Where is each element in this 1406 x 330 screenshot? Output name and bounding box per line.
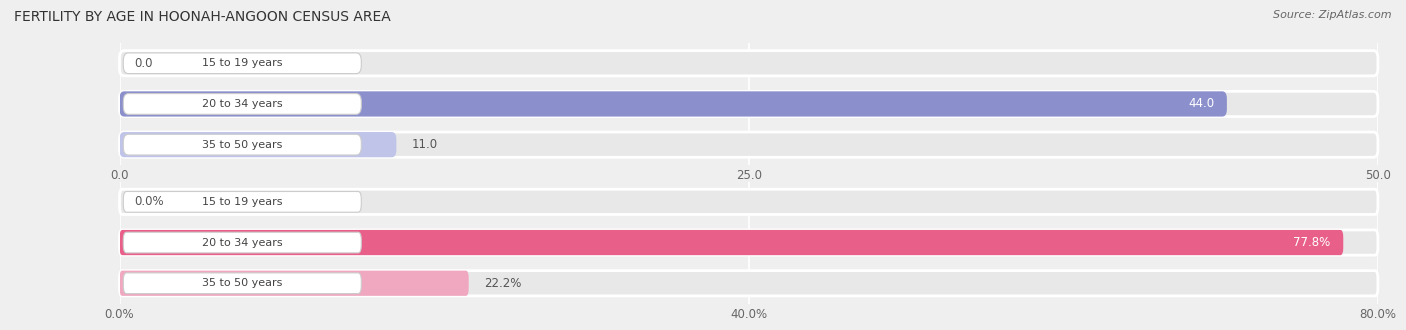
FancyBboxPatch shape (124, 273, 361, 294)
FancyBboxPatch shape (120, 271, 468, 296)
FancyBboxPatch shape (124, 232, 361, 253)
Text: 20 to 34 years: 20 to 34 years (202, 238, 283, 248)
Text: 44.0: 44.0 (1188, 97, 1215, 111)
FancyBboxPatch shape (124, 134, 361, 155)
FancyBboxPatch shape (124, 53, 361, 74)
FancyBboxPatch shape (120, 271, 1378, 296)
Text: 22.2%: 22.2% (484, 277, 522, 290)
Text: 0.0%: 0.0% (135, 195, 165, 208)
FancyBboxPatch shape (120, 189, 1378, 214)
Text: 0.0: 0.0 (135, 57, 153, 70)
FancyBboxPatch shape (124, 191, 361, 212)
FancyBboxPatch shape (120, 50, 1378, 76)
FancyBboxPatch shape (124, 94, 361, 114)
FancyBboxPatch shape (120, 132, 1378, 157)
Text: FERTILITY BY AGE IN HOONAH-ANGOON CENSUS AREA: FERTILITY BY AGE IN HOONAH-ANGOON CENSUS… (14, 10, 391, 24)
Text: Source: ZipAtlas.com: Source: ZipAtlas.com (1274, 10, 1392, 20)
FancyBboxPatch shape (120, 230, 1378, 255)
Text: 20 to 34 years: 20 to 34 years (202, 99, 283, 109)
Text: 35 to 50 years: 35 to 50 years (202, 140, 283, 149)
Text: 11.0: 11.0 (412, 138, 437, 151)
Text: 35 to 50 years: 35 to 50 years (202, 278, 283, 288)
FancyBboxPatch shape (120, 91, 1227, 116)
FancyBboxPatch shape (120, 230, 1343, 255)
FancyBboxPatch shape (120, 91, 1378, 116)
Text: 15 to 19 years: 15 to 19 years (202, 58, 283, 68)
FancyBboxPatch shape (120, 132, 396, 157)
Text: 15 to 19 years: 15 to 19 years (202, 197, 283, 207)
Text: 77.8%: 77.8% (1294, 236, 1330, 249)
